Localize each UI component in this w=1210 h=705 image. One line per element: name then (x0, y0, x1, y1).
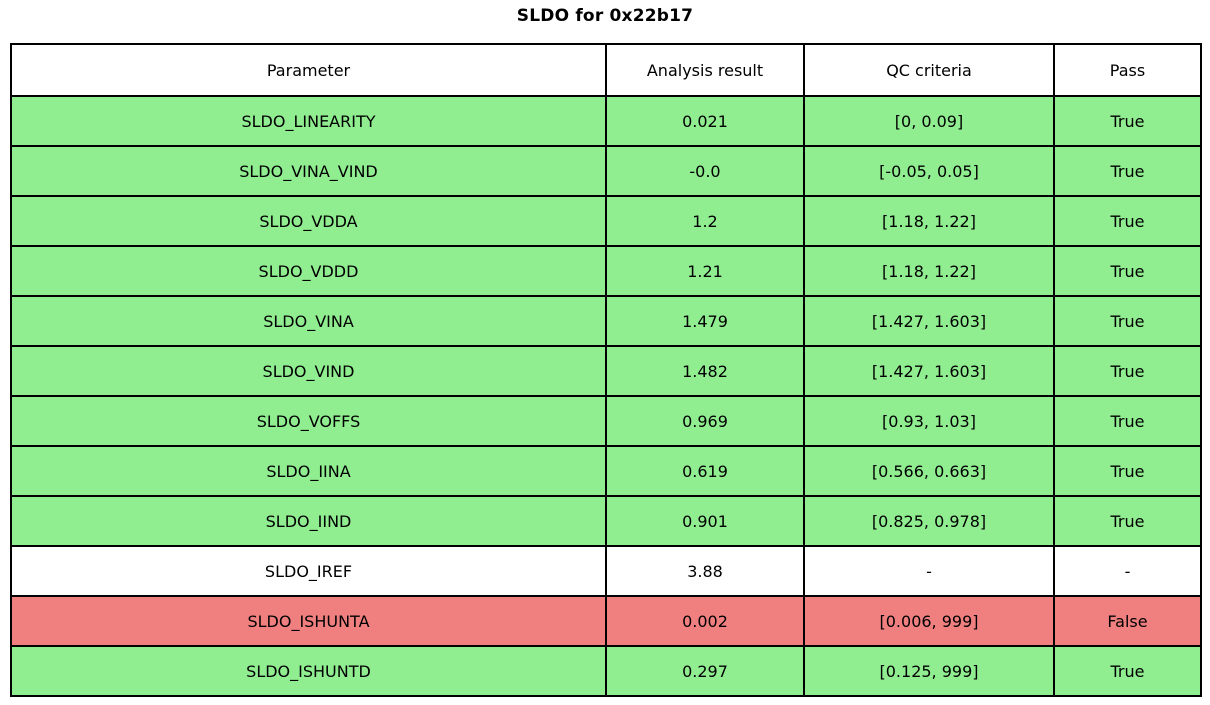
header-row: Parameter Analysis result QC criteria Pa… (10, 43, 1202, 97)
table-row: SLDO_VINA 1.479 [1.427, 1.603] True (10, 295, 1202, 347)
parameter-cell: SLDO_IREF (10, 545, 607, 597)
criteria-cell: [1.18, 1.22] (803, 195, 1055, 247)
criteria-cell: [0.825, 0.978] (803, 495, 1055, 547)
parameter-cell: SLDO_ISHUNTA (10, 595, 607, 647)
parameter-cell: SLDO_IIND (10, 495, 607, 547)
pass-cell: False (1053, 595, 1202, 647)
criteria-cell: [0.125, 999] (803, 645, 1055, 697)
criteria-cell: [1.427, 1.603] (803, 295, 1055, 347)
result-cell: 1.479 (605, 295, 805, 347)
table-row: SLDO_IINA 0.619 [0.566, 0.663] True (10, 445, 1202, 497)
result-cell: 1.482 (605, 345, 805, 397)
parameter-cell: SLDO_VINA_VIND (10, 145, 607, 197)
parameter-cell: SLDO_VDDD (10, 245, 607, 297)
criteria-cell: [-0.05, 0.05] (803, 145, 1055, 197)
result-cell: 3.88 (605, 545, 805, 597)
table-row: SLDO_IIND 0.901 [0.825, 0.978] True (10, 495, 1202, 547)
criteria-cell: [1.18, 1.22] (803, 245, 1055, 297)
parameter-cell: SLDO_VDDA (10, 195, 607, 247)
parameter-cell: SLDO_VIND (10, 345, 607, 397)
pass-cell: True (1053, 495, 1202, 547)
column-header-qc-criteria: QC criteria (803, 43, 1055, 97)
criteria-cell: [0, 0.09] (803, 95, 1055, 147)
pass-cell: True (1053, 395, 1202, 447)
result-cell: 0.002 (605, 595, 805, 647)
qc-results-table: Parameter Analysis result QC criteria Pa… (10, 43, 1202, 697)
table-header: Parameter Analysis result QC criteria Pa… (10, 43, 1202, 97)
table-body: SLDO_LINEARITY 0.021 [0, 0.09] True SLDO_VIN… (10, 95, 1202, 697)
pass-cell: True (1053, 195, 1202, 247)
pass-cell: True (1053, 95, 1202, 147)
page-title: SLDO for 0x22b17 (516, 6, 694, 26)
parameter-cell: SLDO_VOFFS (10, 395, 607, 447)
result-cell: 1.2 (605, 195, 805, 247)
column-header-pass: Pass (1053, 43, 1202, 97)
pass-cell: True (1053, 645, 1202, 697)
result-cell: 0.969 (605, 395, 805, 447)
column-header-parameter: Parameter (10, 43, 607, 97)
table-row: SLDO_ISHUNTA 0.002 [0.006, 999] False (10, 595, 1202, 647)
criteria-cell: - (803, 545, 1055, 597)
parameter-cell: SLDO_IINA (10, 445, 607, 497)
criteria-cell: [0.93, 1.03] (803, 395, 1055, 447)
result-cell: 1.21 (605, 245, 805, 297)
pass-cell: - (1053, 545, 1202, 597)
pass-cell: True (1053, 295, 1202, 347)
criteria-cell: [0.006, 999] (803, 595, 1055, 647)
table-row: SLDO_IREF 3.88- - (10, 545, 1202, 597)
pass-cell: True (1053, 445, 1202, 497)
table-row: SLDO_VDDA 1.2 [1.18, 1.22] True (10, 195, 1202, 247)
parameter-cell: SLDO_ISHUNTD (10, 645, 607, 697)
table-row: SLDO_VIND 1.482 [1.427, 1.603] True (10, 345, 1202, 397)
table-row: SLDO_VINA_VIND -0.0 [-0.05, 0.05] True (10, 145, 1202, 197)
result-cell: 0.297 (605, 645, 805, 697)
criteria-cell: [0.566, 0.663] (803, 445, 1055, 497)
result-cell: -0.0 (605, 145, 805, 197)
parameter-cell: SLDO_LINEARITY (10, 95, 607, 147)
pass-cell: True (1053, 145, 1202, 197)
column-header-analysis-result: Analysis result (605, 43, 805, 97)
parameter-cell: SLDO_VINA (10, 295, 607, 347)
pass-cell: True (1053, 245, 1202, 297)
result-cell: 0.021 (605, 95, 805, 147)
table-row: SLDO_ISHUNTD 0.297 [0.125, 999] True (10, 645, 1202, 697)
result-cell: 0.619 (605, 445, 805, 497)
table-row: SLDO_LINEARITY 0.021 [0, 0.09] True (10, 95, 1202, 147)
result-cell: 0.901 (605, 495, 805, 547)
table-row: SLDO_VOFFS 0.969 [0.93, 1.03] True (10, 395, 1202, 447)
table-row: SLDO_VDDD 1.21 [1.18, 1.22] True (10, 245, 1202, 297)
pass-cell: True (1053, 345, 1202, 397)
criteria-cell: [1.427, 1.603] (803, 345, 1055, 397)
